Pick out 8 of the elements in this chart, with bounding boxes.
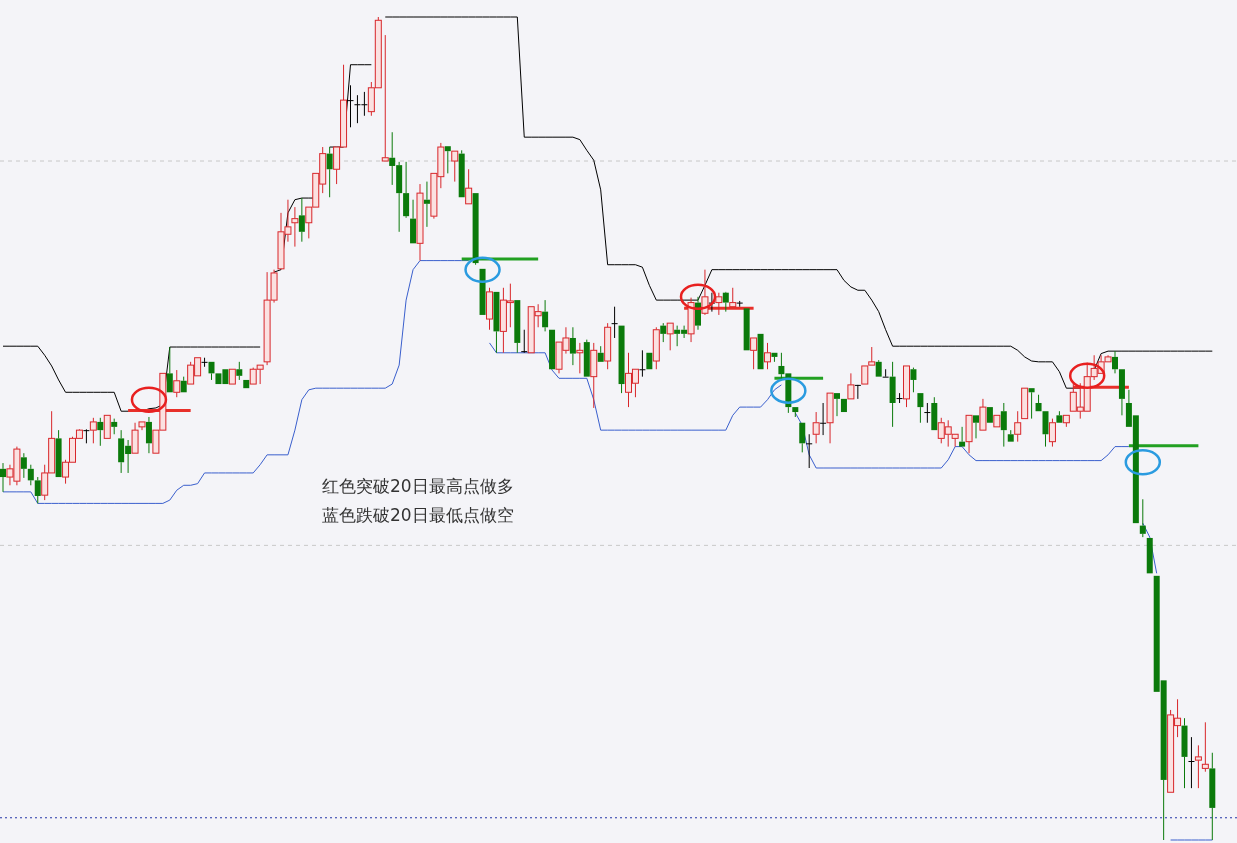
point — [130, 386, 168, 413]
point — [464, 256, 501, 283]
point — [1068, 362, 1106, 390]
annotation: 红色突破20日最高点做多 — [322, 476, 514, 496]
point — [770, 377, 807, 404]
point — [679, 283, 717, 311]
point — [1124, 448, 1162, 476]
annotation: 蓝色跌破20日最低点做空 — [322, 505, 514, 525]
